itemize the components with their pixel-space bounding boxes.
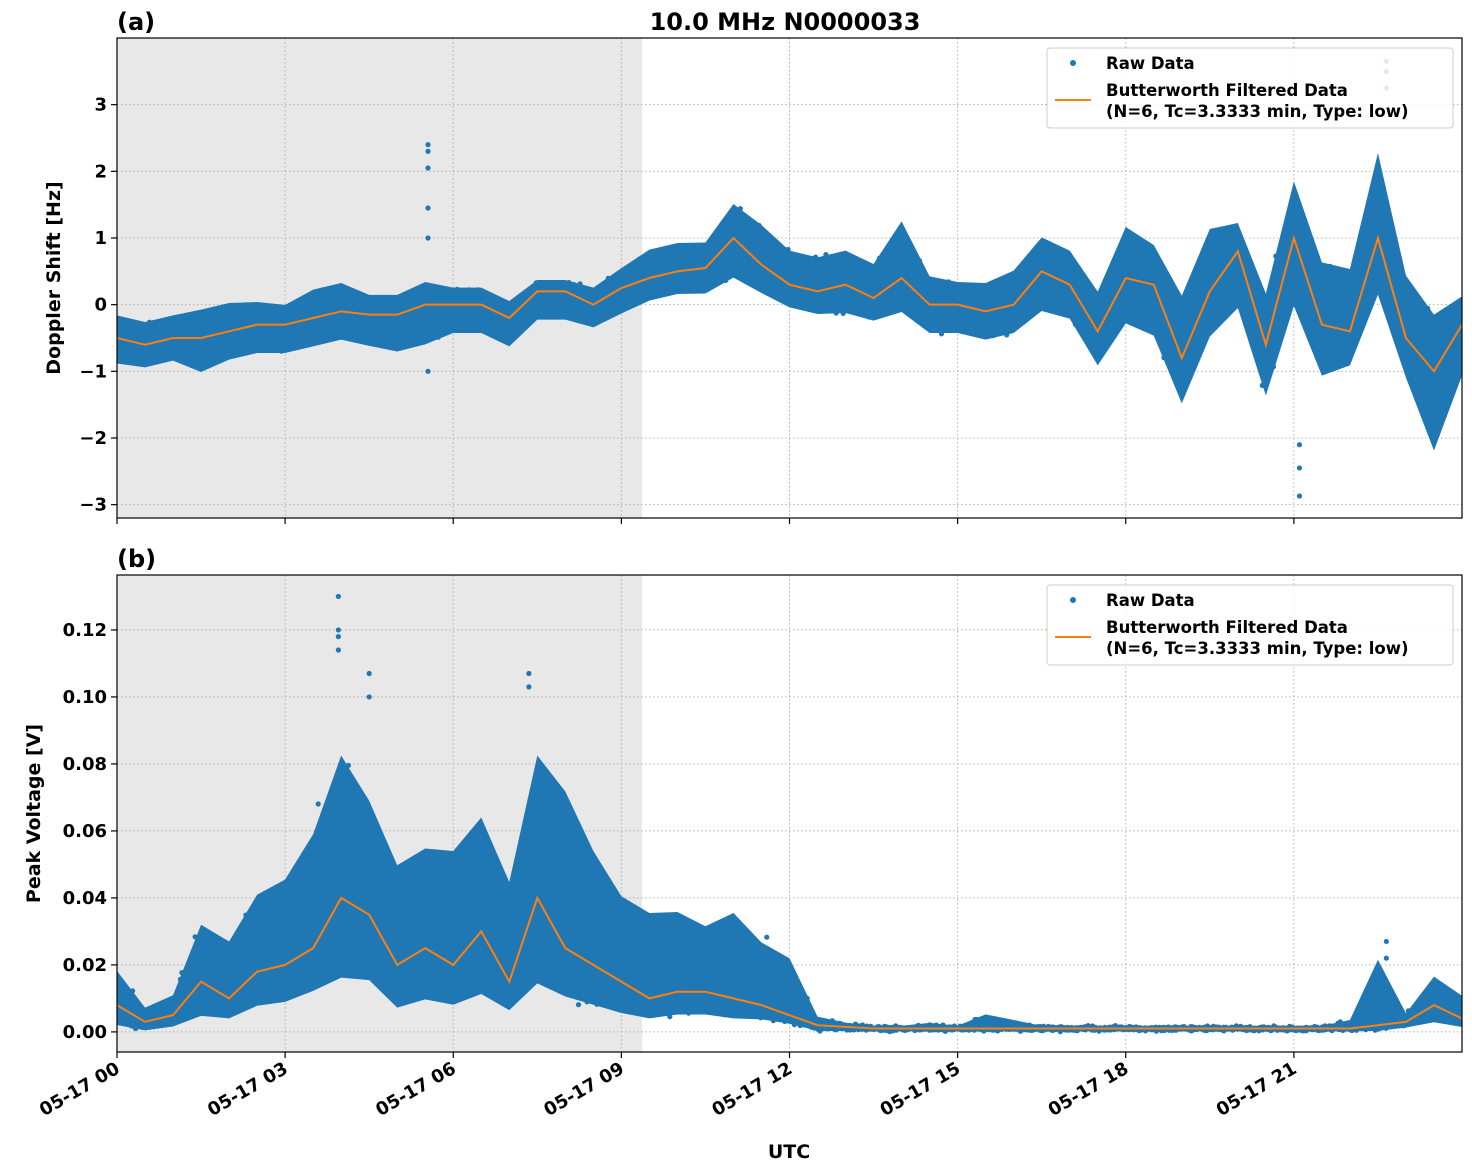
raw-data-outlier [425,205,431,211]
y-tick-label: 0.12 [63,620,107,641]
y-tick-label: 1 [94,228,107,249]
legend-box [1046,47,1454,129]
y-tick-label: 0.10 [63,687,107,708]
legend-filtered-params: (N=6, Tc=3.3333 min, Type: low) [1106,102,1409,121]
x-axis-label: UTC [768,1141,810,1163]
raw-data-outlier [425,165,431,171]
raw-data-outlier [425,368,431,374]
raw-data-outlier [425,142,431,148]
legend: Raw Data Butterworth Filtered Data (N=6, T… [1046,47,1454,129]
raw-data-outlier [1296,465,1303,471]
y-tick-label: 3 [94,95,107,116]
raw-data-point [764,934,770,940]
raw-data-point [315,801,321,807]
legend-filtered-label: Butterworth Filtered Data [1106,81,1348,100]
y-tick-label: −2 [79,428,107,449]
y-tick-label: 0.04 [63,888,107,909]
panel-a: 3 2 1 0 −1 −2 −3 (a) Doppler Shift [Hz] Raw Data B… [43,8,1463,524]
y-tick-label: 0.02 [63,955,107,976]
chart-title: 10.0 MHz N0000033 [650,8,921,36]
y-tick-label: −1 [79,361,107,382]
y-tick-label: −3 [79,495,107,516]
raw-data-outlier [425,148,431,154]
raw-data-outlier [1296,493,1303,499]
raw-data-outlier [1296,442,1303,448]
raw-data-band [117,153,1462,451]
filtered-data-line [117,234,1462,374]
legend-raw-marker [1070,60,1076,66]
legend-raw-label: Raw Data [1106,54,1195,73]
y-tick-label: 0.08 [63,754,107,775]
y-tick-label: 0 [94,295,107,316]
raw-data-outlier [425,235,431,241]
shaded-region [117,38,643,518]
y-tick-label: 0.00 [63,1022,107,1043]
y-axis-label: Doppler Shift [Hz] [43,181,65,374]
y-tick-label: 2 [94,161,107,182]
y-tick-label: 0.06 [63,821,107,842]
panel-label: (a) [117,8,155,36]
